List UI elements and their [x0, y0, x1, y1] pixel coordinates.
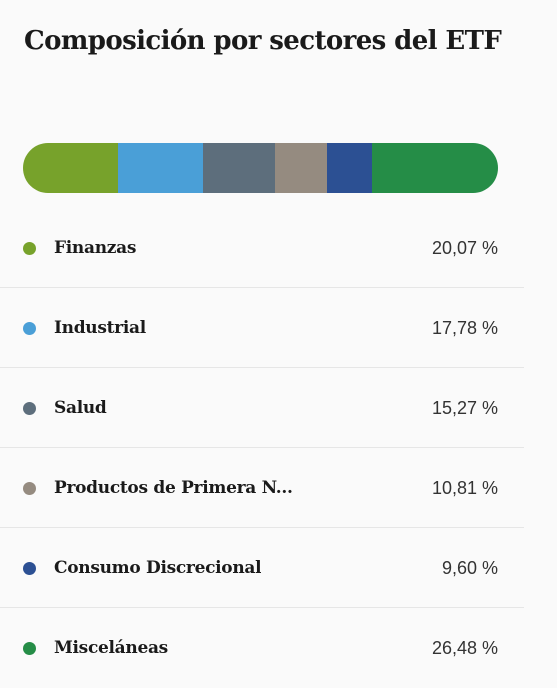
- bar-segment-salud: [202, 143, 276, 193]
- sector-composition-bar: [23, 143, 498, 193]
- sector-row-consumo-discrecional: Consumo Discrecional 9,60 %: [0, 528, 524, 608]
- color-dot-icon: [23, 482, 36, 495]
- sector-name: Finanzas: [54, 238, 137, 258]
- sector-row-productos-primera-necesidad: Productos de Primera N... 10,81 %: [0, 448, 524, 528]
- sector-percent: 10,81 %: [431, 478, 498, 498]
- sector-row-finanzas: Finanzas 20,07 %: [0, 208, 524, 288]
- sector-percent: 20,07 %: [431, 238, 498, 258]
- sector-name: Salud: [54, 398, 107, 418]
- bar-segment-miscelaneas: [372, 143, 498, 193]
- sector-name: Misceláneas: [54, 638, 168, 658]
- sector-row-industrial: Industrial 17,78 %: [0, 288, 524, 368]
- sector-percent: 15,27 %: [431, 398, 498, 418]
- color-dot-icon: [23, 642, 36, 655]
- bar-segment-consumo-discrecional: [326, 143, 373, 193]
- sector-percent: 26,48 %: [431, 638, 498, 658]
- color-dot-icon: [23, 242, 36, 255]
- bar-segment-productos-primera-necesidad: [275, 143, 327, 193]
- color-dot-icon: [23, 562, 36, 575]
- color-dot-icon: [23, 322, 36, 335]
- sector-row-salud: Salud 15,27 %: [0, 368, 524, 448]
- color-dot-icon: [23, 402, 36, 415]
- sector-list: Finanzas 20,07 % Industrial 17,78 % Salu…: [0, 208, 524, 688]
- sector-percent: 9,60 %: [441, 558, 498, 578]
- bar-segment-industrial: [118, 143, 203, 193]
- sector-name: Industrial: [54, 318, 146, 338]
- bar-segment-finanzas: [23, 143, 119, 193]
- sector-name: Productos de Primera N...: [54, 478, 293, 498]
- page-title: Composición por sectores del ETF: [24, 26, 502, 56]
- sector-name: Consumo Discrecional: [54, 558, 262, 578]
- sector-row-miscelaneas: Misceláneas 26,48 %: [0, 608, 524, 688]
- sector-percent: 17,78 %: [431, 318, 498, 338]
